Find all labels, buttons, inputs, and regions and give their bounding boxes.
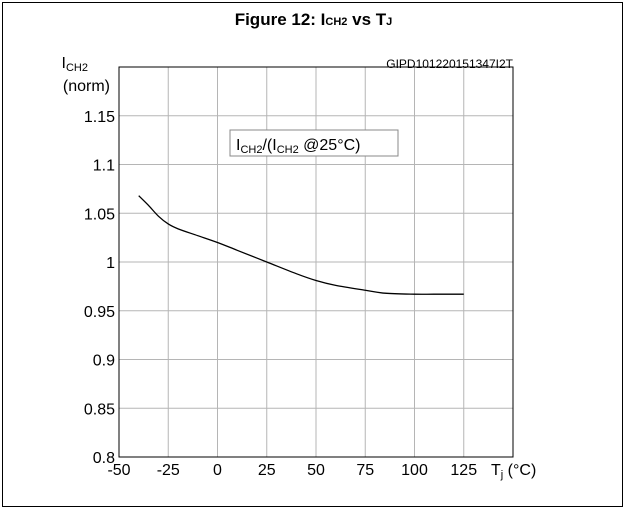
grid — [119, 67, 513, 457]
y-tick-label: 0.9 — [93, 353, 115, 370]
x-tick-label: 75 — [356, 462, 374, 479]
x-tick-label: -25 — [157, 462, 180, 479]
plot-frame — [118, 66, 514, 458]
x-tick-label: 50 — [307, 462, 325, 479]
x-tick-label: 0 — [213, 462, 222, 479]
x-tick-label: -50 — [107, 462, 130, 479]
annotation-box — [229, 129, 399, 157]
y-tick-label: 1.05 — [84, 206, 115, 223]
y-tick-label: 1.1 — [93, 158, 115, 175]
y-axis-unit: (norm) — [63, 78, 110, 95]
x-axis-label: Tj (°C) — [491, 462, 536, 481]
title-subscript-2: J — [386, 16, 393, 28]
y-tick-label: 1.15 — [84, 109, 115, 126]
x-tick-label: 125 — [450, 462, 477, 479]
y-axis-label: ICH2 — [62, 55, 88, 74]
y-tick-label: 0.8 — [93, 450, 115, 467]
annotation-text: ICH2/(ICH2 @25°C) — [236, 137, 360, 156]
y-tick-label: 1 — [106, 255, 115, 272]
series-line — [138, 195, 464, 295]
figure-title: Figure 12: ICH2 vs TJ — [0, 10, 627, 30]
title-subscript: CH2 — [325, 16, 348, 28]
tick-labels: -50 -25 0 25 50 75 100 125 0.8 0.85 0.9 0.95 1 1.05 1.… — [84, 109, 477, 479]
y-tick-label: 0.95 — [84, 304, 115, 321]
title-text: Figure 12: I — [234, 10, 326, 29]
x-tick-label: 25 — [258, 462, 276, 479]
title-text-mid: vs T — [347, 10, 387, 29]
y-tick-label: 0.85 — [84, 401, 115, 418]
x-tick-label: 100 — [401, 462, 428, 479]
figure-code: GIPD101220151347I2T — [386, 57, 513, 71]
figure-frame — [2, 2, 623, 507]
